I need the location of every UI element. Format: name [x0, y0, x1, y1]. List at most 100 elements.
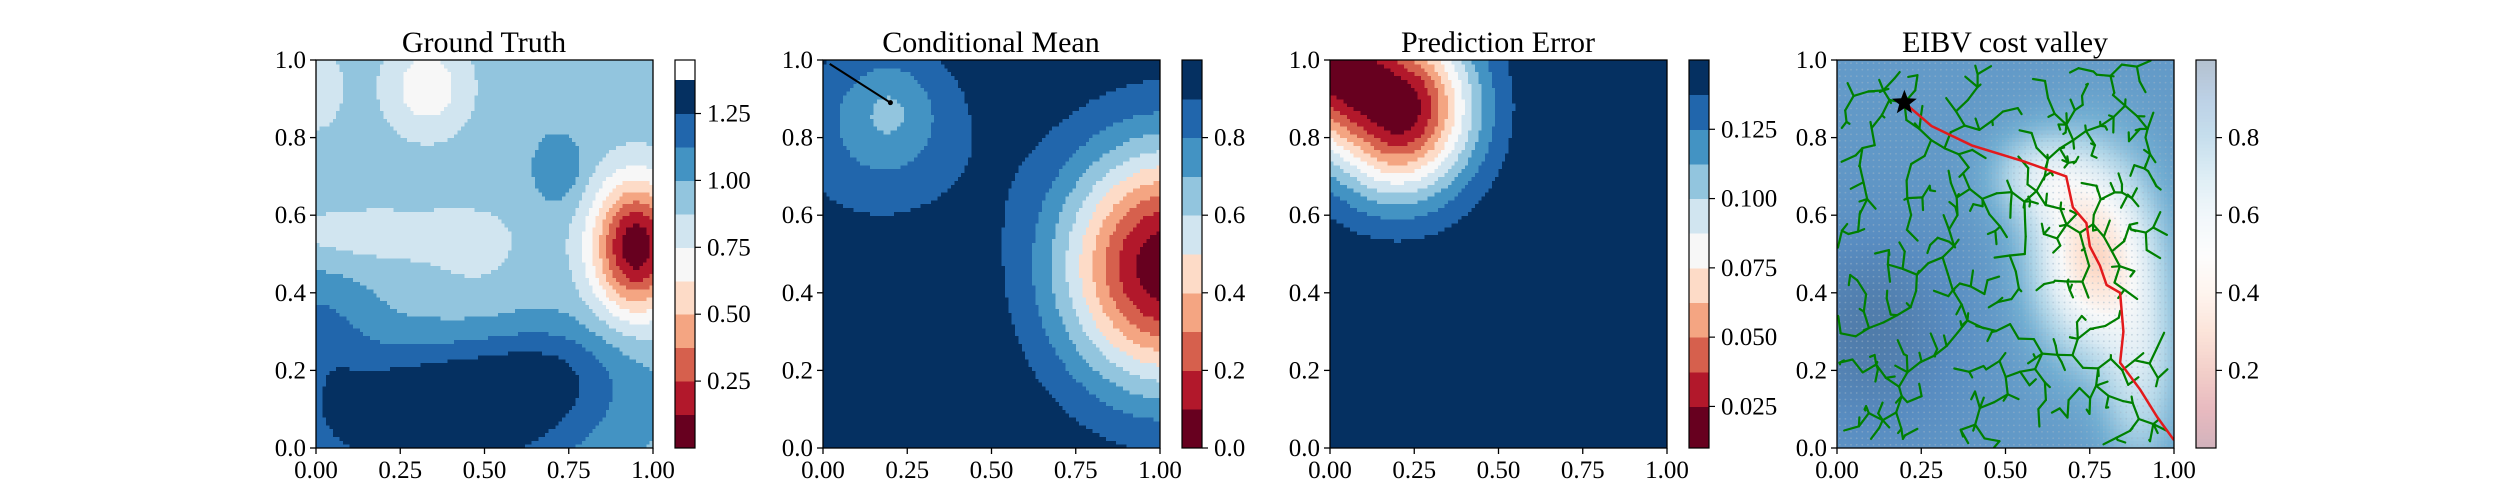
- colorbar: [1182, 60, 1202, 449]
- tree-branch: [2068, 289, 2075, 299]
- colorbar-band: [2196, 289, 2216, 294]
- tree-branch: [2117, 172, 2124, 186]
- y-tick-label: 0.6: [1289, 202, 1320, 229]
- tree-branch: [2155, 376, 2160, 388]
- tree-branch: [1995, 323, 2012, 333]
- y-tick-label: 0.8: [1796, 125, 1827, 152]
- tree-branch: [2065, 212, 2078, 226]
- colorbar-band: [675, 347, 695, 382]
- colorbar-band: [675, 180, 695, 215]
- y-tick-label: 0.8: [275, 125, 306, 152]
- tree-branch: [1870, 114, 1884, 130]
- colorbar-band: [2196, 215, 2216, 220]
- tree-branch: [2067, 386, 2081, 402]
- tree-branch: [2121, 369, 2130, 386]
- tree-branch: [1932, 348, 1939, 357]
- tree-branch: [2081, 264, 2091, 283]
- y-tick-label: 0.2: [275, 357, 306, 384]
- tree-branch: [1942, 214, 1951, 231]
- tree-branch: [1906, 395, 1923, 404]
- tree-branch: [2041, 352, 2059, 356]
- tree-branch: [1886, 263, 1904, 270]
- tree-branch: [2080, 94, 2084, 106]
- colorbar-band: [2196, 105, 2216, 110]
- tree-branch: [2032, 353, 2037, 360]
- colorbar-tick-label: 0.50: [707, 301, 751, 328]
- colorbar-band: [2196, 241, 2216, 245]
- colorbar-band: [2196, 338, 2216, 342]
- tree-branch: [2076, 327, 2092, 340]
- tree-branch: [1949, 181, 1958, 199]
- tree-branch: [1870, 127, 1876, 147]
- tree-branch: [2042, 175, 2046, 181]
- panel-title: Ground Truth: [402, 26, 566, 59]
- colorbar-band: [2196, 318, 2216, 323]
- tree-branch: [2133, 359, 2151, 365]
- colorbar-band: [2196, 354, 2216, 359]
- tree-branch: [2109, 181, 2116, 194]
- tree-branch: [2062, 131, 2067, 136]
- colorbar-frame: [1181, 59, 1203, 449]
- colorbar-band: [2196, 286, 2216, 291]
- tree-branch: [2046, 96, 2056, 115]
- x-tick-label: 0.50: [463, 457, 507, 484]
- tree-branch: [2037, 398, 2048, 411]
- tree-branch: [1929, 332, 1939, 351]
- colorbar-tick-label: 0.8: [2228, 125, 2259, 152]
- panel-ground-truth: Ground Truth 0.00 0.25 0.50 0.75 1.00 0.0 0.2 0…: [275, 26, 751, 484]
- tree-branch: [2042, 281, 2055, 286]
- tree-branch: [1976, 83, 1982, 89]
- colorbar-band: [2196, 69, 2216, 74]
- tree-branch: [1995, 191, 2013, 195]
- colorbar-band: [2196, 85, 2216, 90]
- tree-branch: [2148, 347, 2158, 365]
- colorbar-band: [1689, 60, 1709, 96]
- tree-branch: [1914, 74, 1919, 92]
- tree-branch: [2078, 231, 2082, 237]
- colorbar-band: [2196, 150, 2216, 155]
- tree-branch: [1988, 213, 2002, 228]
- tree-branch: [2004, 375, 2009, 396]
- colorbar-band: [2196, 363, 2216, 368]
- tree-branch: [2071, 337, 2079, 357]
- colorbar-band: [2196, 383, 2216, 388]
- colorbar-band: [1182, 215, 1202, 255]
- colorbar-band: [2196, 331, 2216, 336]
- tree-branch: [2074, 155, 2080, 163]
- tree-branch: [1837, 229, 1844, 249]
- tree-branch: [1999, 225, 2009, 239]
- tree-branch: [2056, 353, 2063, 364]
- colorbar-tick-label: 1.00: [707, 167, 751, 194]
- colorbar-band: [675, 247, 695, 282]
- tree-branch: [2099, 197, 2105, 201]
- panel-conditional-mean: Conditional Mean 0.00 0.25 0.50 0.75 1.00 0.0…: [782, 26, 1246, 484]
- tree-branch: [1894, 395, 1903, 404]
- colorbar-tick-label: 0.75: [707, 234, 751, 261]
- tree-branch: [2144, 127, 2149, 139]
- tree-branch: [2050, 170, 2054, 177]
- x-tick-label: 0.25: [378, 457, 422, 484]
- colorbar: [2196, 60, 2216, 449]
- tree-branch: [2085, 82, 2089, 86]
- tree-branch: [2112, 104, 2127, 119]
- tree-branch: [1929, 189, 1937, 193]
- colorbar-band: [1689, 371, 1709, 407]
- tree-branch: [2118, 265, 2136, 273]
- colorbar-band: [2196, 195, 2216, 200]
- colorbar-band: [2196, 124, 2216, 129]
- tree-branch: [1993, 254, 2011, 259]
- tree-branch: [1856, 228, 1866, 233]
- tree-branch: [2054, 344, 2059, 356]
- heatmap: [316, 60, 653, 448]
- tree-branch: [2123, 223, 2131, 243]
- tree-branch: [1845, 120, 1851, 125]
- tree-branch: [2128, 427, 2134, 432]
- tree-branch: [1958, 172, 1965, 178]
- x-tick-label: 0.25: [1392, 457, 1436, 484]
- tree-branch: [2035, 283, 2046, 292]
- colorbar-band: [2196, 228, 2216, 232]
- tree-branch: [1947, 169, 1953, 185]
- colorbar-tick-label: 0.025: [1721, 393, 1777, 420]
- tree-branch: [2068, 67, 2080, 74]
- colorbar-band: [2196, 208, 2216, 213]
